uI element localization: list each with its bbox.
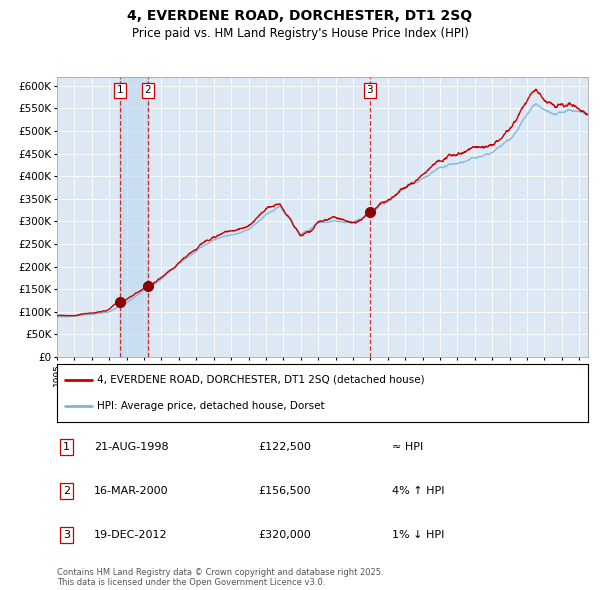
Text: £122,500: £122,500 bbox=[259, 442, 311, 453]
Text: ≈ HPI: ≈ HPI bbox=[392, 442, 423, 453]
Text: 21-AUG-1998: 21-AUG-1998 bbox=[94, 442, 169, 453]
Text: 4, EVERDENE ROAD, DORCHESTER, DT1 2SQ (detached house): 4, EVERDENE ROAD, DORCHESTER, DT1 2SQ (d… bbox=[97, 375, 424, 385]
Text: 16-MAR-2000: 16-MAR-2000 bbox=[94, 486, 169, 496]
Text: Contains HM Land Registry data © Crown copyright and database right 2025.
This d: Contains HM Land Registry data © Crown c… bbox=[57, 568, 383, 587]
Text: £156,500: £156,500 bbox=[259, 486, 311, 496]
Text: 4% ↑ HPI: 4% ↑ HPI bbox=[392, 486, 444, 496]
Text: 3: 3 bbox=[63, 530, 70, 540]
Text: 1: 1 bbox=[117, 86, 124, 95]
Bar bbox=[121, 77, 148, 357]
Text: HPI: Average price, detached house, Dorset: HPI: Average price, detached house, Dors… bbox=[97, 401, 325, 411]
Text: 3: 3 bbox=[367, 86, 373, 95]
Text: 19-DEC-2012: 19-DEC-2012 bbox=[94, 530, 168, 540]
Text: 1% ↓ HPI: 1% ↓ HPI bbox=[392, 530, 444, 540]
Text: 2: 2 bbox=[63, 486, 70, 496]
Text: 4, EVERDENE ROAD, DORCHESTER, DT1 2SQ: 4, EVERDENE ROAD, DORCHESTER, DT1 2SQ bbox=[127, 9, 473, 23]
Text: £320,000: £320,000 bbox=[259, 530, 311, 540]
Text: Price paid vs. HM Land Registry's House Price Index (HPI): Price paid vs. HM Land Registry's House … bbox=[131, 27, 469, 40]
Text: 2: 2 bbox=[145, 86, 151, 95]
Text: 1: 1 bbox=[63, 442, 70, 453]
